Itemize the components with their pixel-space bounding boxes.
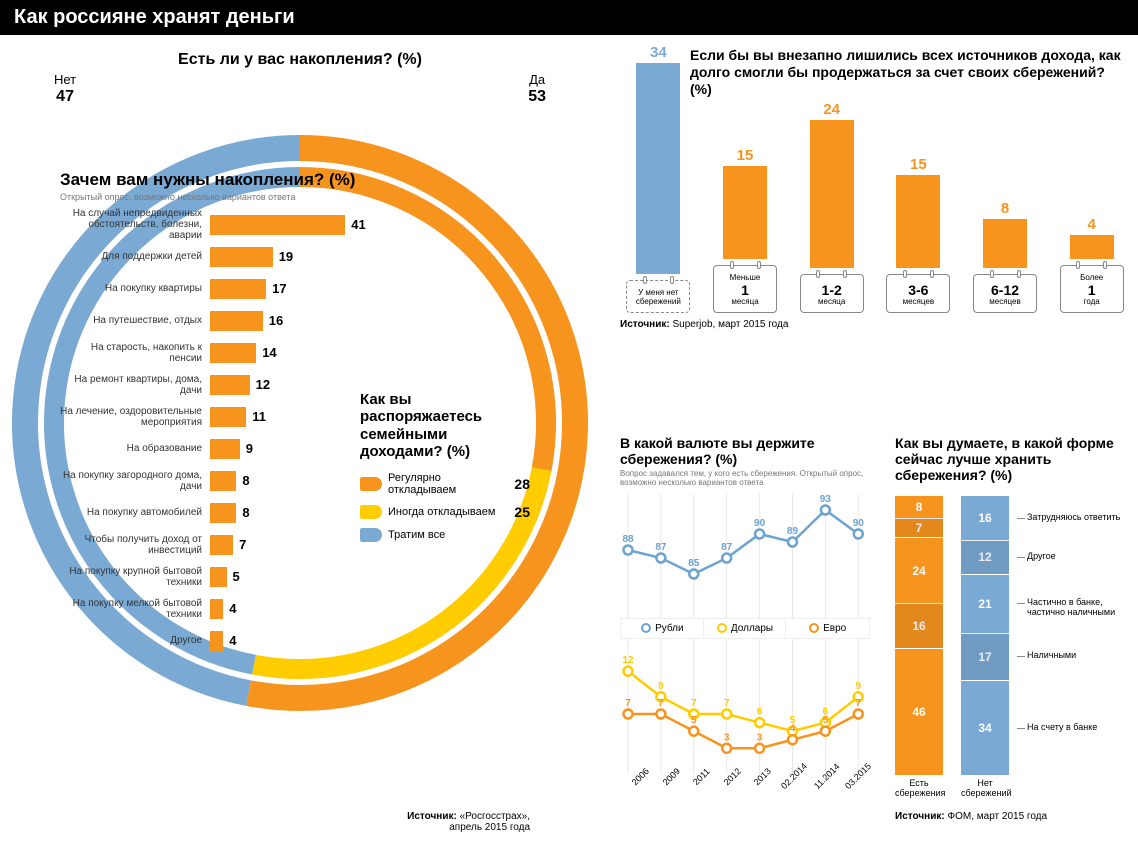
currency-section: В какой валюте вы держите сбережения? (%…	[620, 435, 870, 794]
survive-col: 86-12месяцев	[967, 200, 1044, 314]
spend-legend-row: Регулярно откладываем28	[360, 472, 530, 496]
reasons-title: Зачем вам нужны накопления? (%)	[60, 171, 540, 190]
currency-legend-item: Доллары	[704, 619, 787, 638]
reason-row: На путешествие, отдых16	[60, 308, 540, 334]
form-seg-label: Затрудняюсь ответить	[1027, 513, 1130, 523]
svg-text:89: 89	[787, 526, 799, 537]
currency-legend: РублиДолларыЕвро	[620, 618, 870, 639]
donut-question: Есть ли у вас накопления? (%)	[10, 51, 590, 69]
svg-text:5: 5	[823, 715, 829, 726]
svg-text:87: 87	[721, 542, 733, 553]
survive-col: 241-2месяца	[793, 101, 870, 314]
reason-row: На старость, накопить к пенсии14	[60, 340, 540, 366]
form-source: Источник: ФОМ, март 2015 года	[895, 811, 1130, 822]
currency-legend-item: Рубли	[621, 619, 704, 638]
spend-legend-row: Иногда откладываем25	[360, 504, 530, 520]
page-title: Как россияне хранят деньги	[0, 0, 1138, 35]
currency-title: В какой валюте вы держите сбережения? (%…	[620, 435, 870, 467]
survive-col: 4Более1года	[1053, 216, 1130, 314]
reason-row: Другое4	[60, 628, 540, 654]
form-title: Как вы думаете, в какой форме сейчас луч…	[895, 435, 1130, 483]
form-column: 3417211216	[961, 495, 1009, 775]
form-columns: 46162478 3417211216	[895, 495, 1009, 775]
svg-text:3: 3	[757, 732, 763, 743]
svg-text:90: 90	[853, 518, 865, 529]
svg-text:87: 87	[655, 542, 667, 553]
reason-row: На покупку мелкой бытовой техники4	[60, 596, 540, 622]
currency-legend-item: Евро	[786, 619, 869, 638]
form-labels: На счету в банке Наличными Частично в банк…	[1017, 495, 1130, 805]
survive-question: Если бы вы внезапно лишились всех источн…	[690, 45, 1130, 97]
survive-col: 34У меня нет сбережений	[620, 44, 697, 313]
currency-chart: 888785879089939012977656977533457	[620, 494, 870, 794]
svg-text:93: 93	[820, 494, 832, 505]
donut-section: Есть ли у вас накопления? (%) Нет47 Да53…	[10, 51, 590, 841]
survive-col: 15Меньше1месяца	[707, 147, 784, 313]
source-left: Источник: «Росгосстрах»,апрель 2015 года	[407, 811, 530, 833]
svg-text:4: 4	[790, 723, 796, 734]
form-seg-label: Частично в банке, частично наличными	[1027, 598, 1130, 618]
svg-text:5: 5	[691, 715, 697, 726]
reason-row: На покупку квартиры17	[60, 276, 540, 302]
reasons-subtitle: Открытый опрос, возможно несколько вариа…	[60, 192, 540, 202]
reason-row: Для поддержки детей19	[60, 244, 540, 270]
svg-text:7: 7	[724, 698, 730, 709]
svg-text:7: 7	[691, 698, 697, 709]
survive-section: Если бы вы внезапно лишились всех источн…	[620, 45, 1130, 330]
form-seg-label: На счету в банке	[1027, 723, 1130, 733]
form-section: Как вы думаете, в какой форме сейчас луч…	[895, 435, 1130, 822]
form-column: 46162478	[895, 495, 943, 775]
form-seg-label: Наличными	[1027, 651, 1130, 661]
svg-text:3: 3	[724, 732, 730, 743]
svg-text:90: 90	[754, 518, 766, 529]
svg-text:9: 9	[855, 681, 861, 692]
svg-text:85: 85	[688, 558, 700, 569]
survive-source: Источник: Superjob, март 2015 года	[620, 319, 1130, 330]
reason-row: На покупку крупной бытовой техники5	[60, 564, 540, 590]
svg-text:12: 12	[622, 655, 634, 666]
svg-text:6: 6	[757, 706, 763, 717]
svg-text:88: 88	[622, 534, 634, 545]
spend-title: Как вы распоряжаетесь семейными доходами…	[360, 391, 530, 460]
currency-subtitle: Вопрос задавался тем, у кого есть сбереж…	[620, 470, 870, 488]
svg-text:7: 7	[658, 698, 664, 709]
survive-col: 153-6месяцев	[880, 156, 957, 313]
svg-text:7: 7	[855, 698, 861, 709]
svg-text:9: 9	[658, 681, 664, 692]
reason-row: На случай непредвиденных обстоятельств, …	[60, 212, 540, 238]
svg-text:7: 7	[625, 698, 631, 709]
spend-legend-row: Тратим все	[360, 528, 530, 542]
spend-section: Как вы распоряжаетесь семейными доходами…	[360, 391, 530, 550]
currency-xaxis: 2006200920112012201302.201411.201403.201…	[620, 784, 870, 794]
form-seg-label: Другое	[1027, 552, 1130, 562]
